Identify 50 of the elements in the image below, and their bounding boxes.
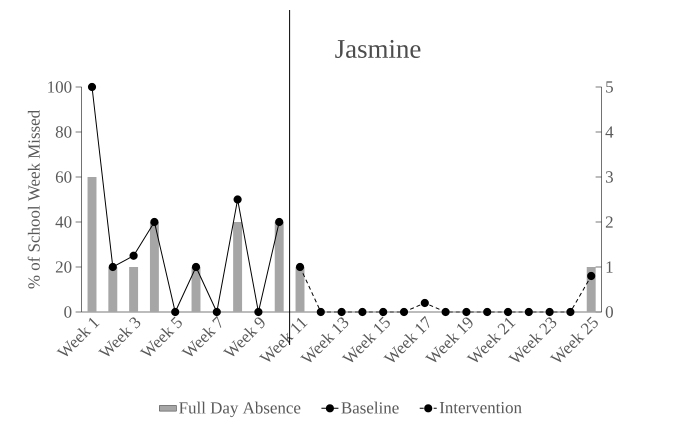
y2-tick-label: 4 [605, 126, 614, 138]
point [504, 308, 512, 316]
point [234, 195, 242, 204]
y2-tick-label: 2 [606, 216, 613, 228]
point [483, 308, 492, 316]
point [192, 262, 200, 272]
y-tick-label: 100 [48, 81, 72, 93]
point [171, 308, 180, 316]
point [254, 308, 263, 316]
bar [108, 266, 118, 312]
y2-tick-label: 5 [606, 81, 613, 93]
bar [88, 176, 96, 312]
point [358, 308, 367, 316]
bar [233, 222, 242, 312]
point [546, 308, 554, 316]
y-tick-label: 0 [64, 306, 72, 318]
point [316, 308, 325, 316]
y-tick-label: 80 [56, 126, 72, 138]
point [420, 298, 429, 308]
point [88, 82, 96, 92]
point [275, 218, 284, 226]
legend-label: Intervention [440, 402, 522, 414]
chart-title: Jasmine [335, 40, 420, 58]
y2-tick-label: 0 [606, 306, 613, 318]
point [379, 308, 388, 316]
bar [192, 266, 200, 312]
y-tick-label: 60 [56, 171, 72, 183]
point [400, 308, 408, 316]
y2-tick-label: 1 [606, 261, 613, 273]
point [338, 308, 346, 316]
y2-tick-label: 3 [606, 171, 613, 183]
point [587, 272, 596, 280]
point [212, 308, 221, 316]
point [296, 262, 304, 272]
legend-label: Full Day Absence [179, 402, 300, 418]
point [442, 308, 450, 316]
point [462, 308, 471, 316]
legend-label: Baseline [341, 402, 399, 414]
y-axis-title: % of School Week Missed [28, 110, 40, 289]
bar [274, 222, 284, 312]
point [524, 308, 533, 316]
point [130, 252, 138, 260]
bar [150, 222, 159, 312]
bar [129, 266, 138, 312]
y-tick-label: 20 [56, 261, 72, 273]
point [150, 218, 159, 226]
point [566, 308, 575, 316]
bar [296, 266, 304, 312]
point [108, 262, 117, 272]
y-tick-label: 40 [55, 216, 72, 228]
